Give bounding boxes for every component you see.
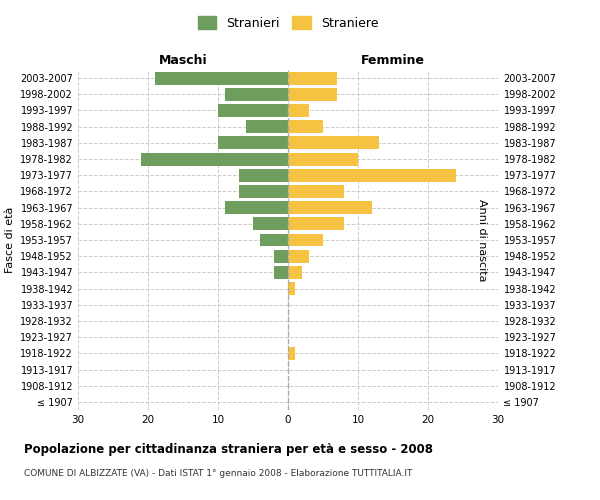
Bar xyxy=(239,185,288,198)
Text: COMUNE DI ALBIZZATE (VA) - Dati ISTAT 1° gennaio 2008 - Elaborazione TUTTITALIA.: COMUNE DI ALBIZZATE (VA) - Dati ISTAT 1°… xyxy=(24,469,412,478)
Bar xyxy=(239,169,288,181)
Text: Maschi: Maschi xyxy=(158,54,208,67)
Bar xyxy=(225,201,288,214)
Bar xyxy=(288,201,372,214)
Bar xyxy=(155,72,288,85)
Legend: Stranieri, Straniere: Stranieri, Straniere xyxy=(193,11,383,35)
Bar xyxy=(288,169,456,181)
Text: Popolazione per cittadinanza straniera per età e sesso - 2008: Popolazione per cittadinanza straniera p… xyxy=(24,442,433,456)
Bar xyxy=(288,218,344,230)
Bar xyxy=(288,88,337,101)
Bar xyxy=(288,185,344,198)
Bar xyxy=(288,282,295,295)
Bar xyxy=(260,234,288,246)
Y-axis label: Anni di nascita: Anni di nascita xyxy=(477,198,487,281)
Bar xyxy=(288,250,309,262)
Bar xyxy=(288,120,323,133)
Bar xyxy=(288,347,295,360)
Bar xyxy=(225,88,288,101)
Bar xyxy=(141,152,288,166)
Bar xyxy=(288,72,337,85)
Bar xyxy=(253,218,288,230)
Bar xyxy=(218,136,288,149)
Text: Femmine: Femmine xyxy=(361,54,425,67)
Bar xyxy=(288,234,323,246)
Y-axis label: Fasce di età: Fasce di età xyxy=(5,207,15,273)
Bar xyxy=(288,136,379,149)
Bar xyxy=(218,104,288,117)
Bar xyxy=(288,104,309,117)
Bar xyxy=(274,250,288,262)
Bar xyxy=(246,120,288,133)
Bar xyxy=(274,266,288,279)
Bar xyxy=(288,266,302,279)
Bar xyxy=(288,152,358,166)
